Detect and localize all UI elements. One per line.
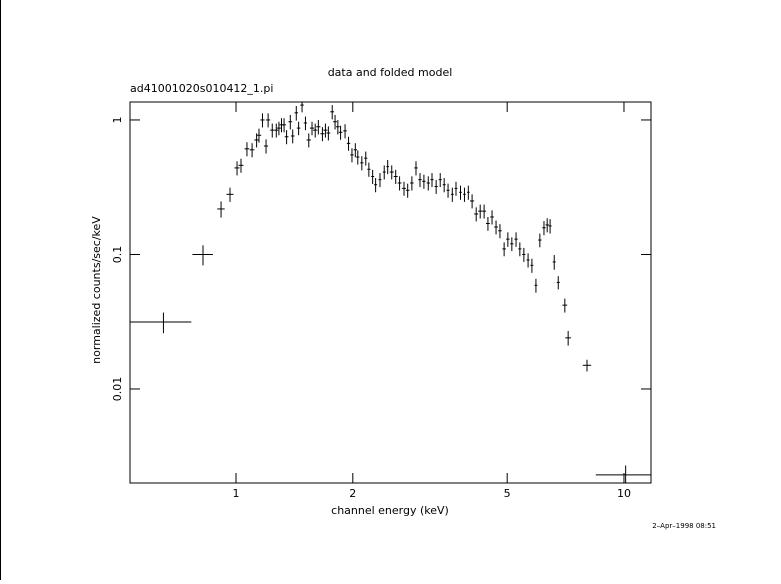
y-tick-label: 1 bbox=[111, 116, 124, 123]
plot-frame bbox=[129, 101, 652, 484]
chart-subtitle: ad41001020s010412_1.pi bbox=[130, 82, 273, 95]
x-tick-label: 1 bbox=[233, 487, 240, 500]
x-tick-label: 5 bbox=[504, 487, 511, 500]
x-axis-label: channel energy (keV) bbox=[331, 504, 449, 517]
timestamp: 2–Apr–1998 08:51 bbox=[652, 522, 716, 530]
y-axis-label: normalized counts/sec/keV bbox=[90, 216, 103, 364]
chart-title: data and folded model bbox=[328, 66, 453, 79]
x-tick-label: 2 bbox=[349, 487, 356, 500]
y-tick-label: 0.1 bbox=[111, 246, 124, 264]
y-tick-label: 0.01 bbox=[111, 377, 124, 402]
x-tick-label: 10 bbox=[617, 487, 631, 500]
